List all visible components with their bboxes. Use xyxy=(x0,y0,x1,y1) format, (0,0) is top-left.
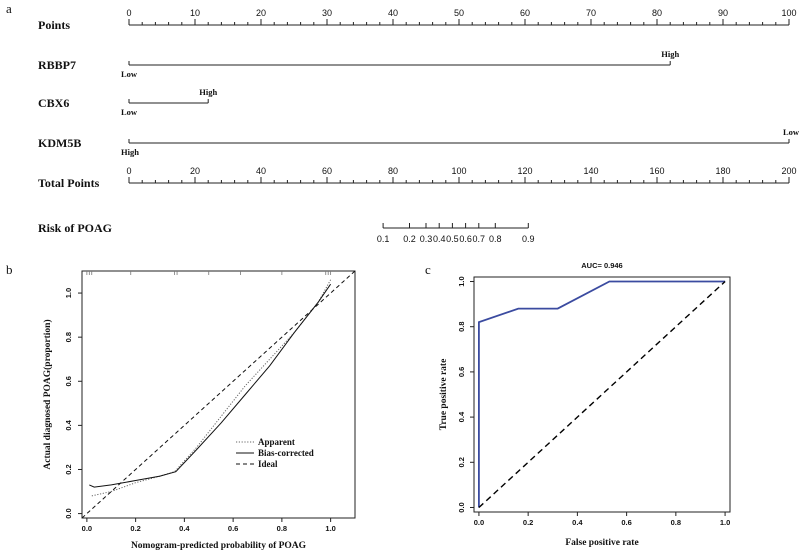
nomogram-tick-label: 30 xyxy=(322,8,332,18)
roc-panel: AUC= 0.946 0.0 0.2 0.4 0.6 0.8 1.0 0.0 0.2 0.4 0.6… xyxy=(439,261,731,548)
roc-y-tick-label: 0.8 xyxy=(457,321,466,331)
nomogram-tick-label: 40 xyxy=(388,8,398,18)
roc-x-tick-label: 0.2 xyxy=(523,518,533,527)
calibration-x-tick-label: 0.8 xyxy=(277,524,287,533)
calibration-y-tick-label: 0.4 xyxy=(64,419,73,430)
nomogram-tick-label: 200 xyxy=(781,166,796,176)
nomogram-tick-label: 70 xyxy=(586,8,596,18)
calibration-x-tick-label: 0.4 xyxy=(179,524,190,533)
roc-title: AUC= 0.946 xyxy=(581,261,622,270)
calibration-y-axis-label: Actual diagnosed POAG(proportion) xyxy=(42,319,53,469)
nomogram-tick-label: 100 xyxy=(451,166,466,176)
variable-level-right: Low xyxy=(783,127,800,137)
calibration-y-tick-label: 1.0 xyxy=(64,288,73,298)
nomogram-row-label: Risk of POAG xyxy=(38,221,112,235)
calibration-x-tick-label: 0.6 xyxy=(228,524,238,533)
legend-label: Ideal xyxy=(258,459,278,469)
calibration-x-tick-label: 0.0 xyxy=(82,524,92,533)
panel-label-c: c xyxy=(425,262,431,277)
calibration-panel: 0.0 0.2 0.4 0.6 0.8 1.0 0.0 0.2 0.4 0.6 0.8 1.0 Appa… xyxy=(42,270,356,551)
roc-y-tick-label: 0.6 xyxy=(457,367,466,377)
roc-x-tick-label: 0.0 xyxy=(474,518,484,527)
nomogram-tick-label: 0 xyxy=(126,8,131,18)
nomogram-tick-label: 0 xyxy=(126,166,131,176)
roc-x-axis-label: False positive rate xyxy=(565,538,638,548)
calibration-y-tick-label: 0.8 xyxy=(64,332,73,342)
roc-y-tick-label: 0.2 xyxy=(457,457,466,467)
calibration-series-ideal xyxy=(82,271,355,518)
roc-series-roc xyxy=(477,280,726,508)
roc-y-axis-label: True positive rate xyxy=(439,359,449,431)
roc-x-tick-label: 1.0 xyxy=(720,518,730,527)
calibration-plot-frame xyxy=(81,270,356,519)
variable-level-left: High xyxy=(121,147,139,157)
nomogram-tick-label: 140 xyxy=(583,166,598,176)
roc-x-tick-label: 0.6 xyxy=(621,518,631,527)
variable-level-right: High xyxy=(199,87,217,97)
nomogram-tick-label: 10 xyxy=(190,8,200,18)
nomogram-tick-label: 180 xyxy=(715,166,730,176)
roc-x-tick-label: 0.4 xyxy=(572,518,583,527)
roc-x-tick-label: 0.8 xyxy=(671,518,681,527)
calibration-y-tick-label: 0.0 xyxy=(64,508,73,518)
variable-level-right: High xyxy=(661,49,679,59)
variable-level-left: Low xyxy=(121,69,138,79)
nomogram-tick-label: 20 xyxy=(256,8,266,18)
nomogram-tick-label: 60 xyxy=(520,8,530,18)
risk-tick-label: 0.2 xyxy=(403,234,416,244)
roc-y-tick-label: 0.0 xyxy=(457,502,466,512)
roc-y-tick-label: 0.4 xyxy=(457,411,466,422)
legend-label: Apparent xyxy=(258,437,295,447)
calibration-series-apparent xyxy=(91,279,332,497)
risk-tick-label: 0.8 xyxy=(489,234,502,244)
nomogram-tick-label: 120 xyxy=(517,166,532,176)
risk-tick-label: 0.4 xyxy=(433,234,446,244)
nomogram-row-label: Points xyxy=(38,18,70,32)
risk-tick-label: 0.6 xyxy=(459,234,472,244)
nomogram-row-label: KDM5B xyxy=(38,136,81,150)
roc-y-tick-label: 1.0 xyxy=(457,276,466,286)
calibration-y-tick-label: 0.2 xyxy=(64,464,73,474)
nomogram-row-label: RBBP7 xyxy=(38,58,76,72)
nomogram-row-label: CBX6 xyxy=(38,96,69,110)
nomogram-row-label: Total Points xyxy=(38,176,100,190)
panel-label-a: a xyxy=(6,1,12,16)
risk-tick-label: 0.1 xyxy=(377,234,390,244)
risk-tick-label: 0.5 xyxy=(446,234,459,244)
panel-label-b: b xyxy=(6,262,13,277)
calibration-x-tick-label: 1.0 xyxy=(325,524,335,533)
nomogram-tick-label: 40 xyxy=(256,166,266,176)
risk-tick-label: 0.3 xyxy=(420,234,433,244)
calibration-x-tick-label: 0.2 xyxy=(130,524,140,533)
nomogram-panel: Points 0 10 20 30 40 50 60 70 80 90 100 RBBP7 Low High… xyxy=(38,8,800,244)
legend-label: Bias-corrected xyxy=(258,448,314,458)
nomogram-tick-label: 80 xyxy=(388,166,398,176)
calibration-x-axis-label: Nomogram-predicted probability of POAG xyxy=(131,541,307,551)
calibration-y-tick-label: 0.6 xyxy=(64,376,73,386)
nomogram-tick-label: 90 xyxy=(718,8,728,18)
nomogram-tick-label: 60 xyxy=(322,166,332,176)
roc-plot-frame xyxy=(473,276,731,513)
risk-tick-label: 0.9 xyxy=(522,234,535,244)
calibration-series-bias-corrected xyxy=(89,283,332,488)
nomogram-tick-label: 160 xyxy=(649,166,664,176)
nomogram-tick-label: 50 xyxy=(454,8,464,18)
nomogram-tick-label: 20 xyxy=(190,166,200,176)
nomogram-tick-label: 80 xyxy=(652,8,662,18)
variable-level-left: Low xyxy=(121,107,138,117)
roc-series-reference xyxy=(478,280,726,509)
nomogram-tick-label: 100 xyxy=(781,8,796,18)
risk-tick-label: 0.7 xyxy=(473,234,486,244)
